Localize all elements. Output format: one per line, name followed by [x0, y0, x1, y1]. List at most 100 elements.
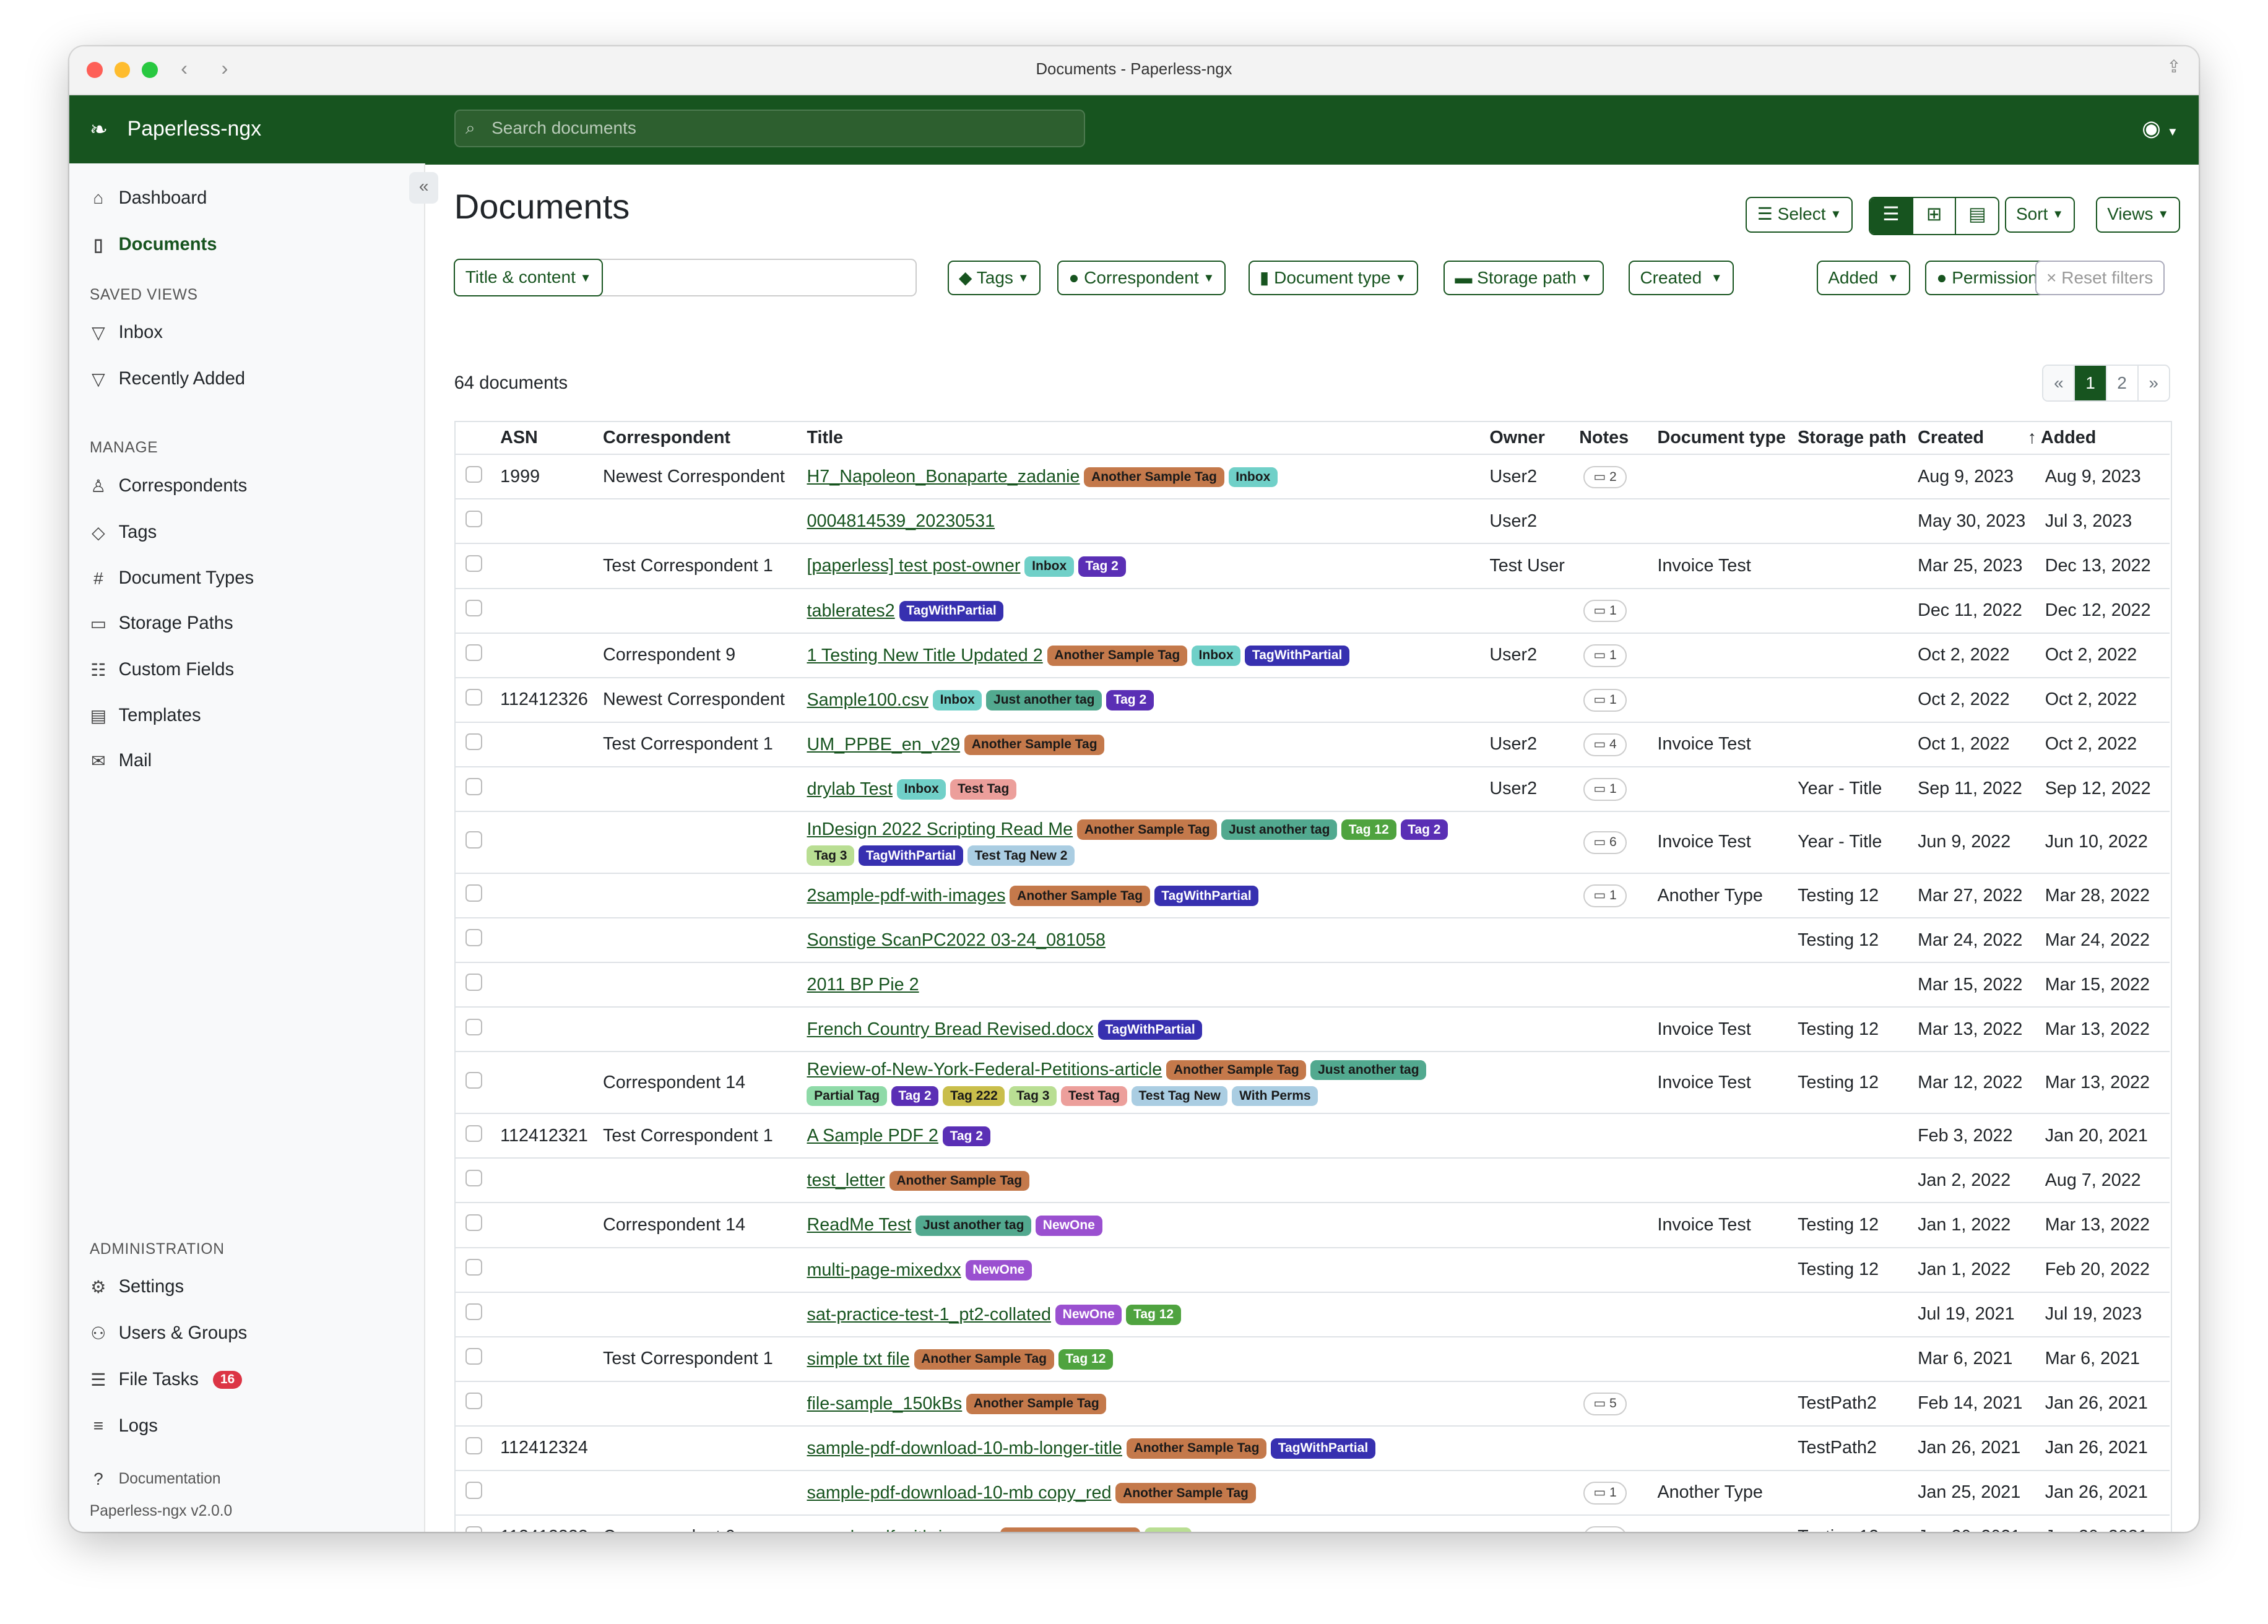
storage-path-cell[interactable]	[1793, 454, 1914, 499]
tag-badge[interactable]: Partial Tag	[807, 1086, 887, 1107]
sidebar-item-storage-paths[interactable]: ▭ Storage Paths	[90, 613, 233, 634]
correspondent-cell[interactable]: Test Correspondent 1	[599, 1336, 803, 1381]
tag-badge[interactable]: Just another tag	[986, 690, 1102, 710]
tag-badge[interactable]: Inbox	[932, 690, 982, 710]
correspondent-cell[interactable]	[599, 1006, 803, 1052]
correspondent-cell[interactable]	[599, 810, 803, 873]
row-checkbox[interactable]	[465, 1125, 483, 1142]
document-title-link[interactable]: sample-pdf-download-10-mb copy_red	[807, 1482, 1112, 1503]
large-cards-icon[interactable]: ▤	[1955, 197, 1998, 235]
notes-badge[interactable]: ▭ 4	[1583, 733, 1627, 756]
document-type-cell[interactable]	[1653, 766, 1794, 811]
storage-path-cell[interactable]: Testing 12	[1793, 1246, 1914, 1292]
sidebar-item-tags[interactable]: ◇ Tags	[90, 522, 157, 543]
tag-badge[interactable]: Inbox	[1191, 645, 1241, 666]
minimize-window-button[interactable]	[114, 62, 131, 79]
table-row[interactable]: 112412326 Newest Correspondent Sample100.c…	[455, 676, 2170, 722]
storage-path-cell[interactable]	[1793, 1157, 1914, 1203]
document-title-link[interactable]: 2011 BP Pie 2	[807, 975, 919, 995]
document-title-link[interactable]: sample-pdf-with-images	[807, 1527, 995, 1532]
document-title-link[interactable]: Sonstige ScanPC2022 03-24_081058	[807, 930, 1106, 951]
tag-badge[interactable]: Tag 12	[1341, 819, 1396, 840]
document-title-link[interactable]: tablerates2	[807, 600, 895, 621]
storage-path-cell[interactable]: Year - Title	[1793, 766, 1914, 811]
views-dropdown[interactable]: Views ▼	[2095, 196, 2181, 233]
select-dropdown[interactable]: ☰ Select ▼	[1746, 196, 1853, 233]
correspondent-cell[interactable]	[599, 962, 803, 1008]
tag-badge[interactable]: Tag 3	[1144, 1527, 1192, 1532]
document-type-cell[interactable]	[1653, 917, 1794, 963]
storage-path-cell[interactable]	[1793, 721, 1914, 767]
document-title-link[interactable]: French Country Bread Revised.docx	[807, 1019, 1094, 1040]
close-window-button[interactable]	[87, 62, 103, 79]
sidebar-item-custom-fields[interactable]: ☷ Custom Fields	[90, 660, 234, 680]
correspondent-cell[interactable]	[599, 917, 803, 963]
document-title-link[interactable]: InDesign 2022 Scripting Read Me	[807, 819, 1073, 839]
table-row[interactable]: Test Correspondent 1 UM_PPBE_en_v29 Anothe…	[455, 721, 2170, 767]
document-title-link[interactable]: [paperless] test post-owner	[807, 556, 1021, 576]
document-type-cell[interactable]	[1653, 676, 1794, 722]
notes-badge[interactable]: ▭ 4	[1583, 1526, 1627, 1532]
correspondent-cell[interactable]: Test Correspondent 1	[599, 543, 803, 589]
correspondent-cell[interactable]: Correspondent 14	[599, 1202, 803, 1248]
zoom-window-button[interactable]	[141, 62, 158, 79]
storage-path-cell[interactable]	[1793, 1113, 1914, 1159]
row-checkbox[interactable]	[465, 465, 483, 483]
table-row[interactable]: 0004814539_20230531 User2 May 30, 2023 Jul …	[455, 498, 2170, 544]
pagination-next[interactable]: »	[2137, 365, 2169, 400]
table-row[interactable]: Test Correspondent 1 simple txt file Anoth…	[455, 1336, 2170, 1381]
storage-path-cell[interactable]: Testing 12	[1793, 1051, 1914, 1114]
row-checkbox[interactable]	[465, 974, 483, 991]
app-name[interactable]: Paperless-ngx	[127, 116, 262, 140]
correspondent-cell[interactable]: Test Correspondent 1	[599, 1113, 803, 1159]
table-row[interactable]: sample-pdf-download-10-mb copy_red Anothe…	[455, 1469, 2170, 1515]
sidebar-item-recently-added[interactable]: ▽ Recently Added	[90, 369, 245, 389]
tag-badge[interactable]: Another Sample Tag	[889, 1170, 1029, 1191]
correspondent-cell[interactable]: Newest Correspondent	[599, 676, 803, 722]
document-type-cell[interactable]	[1653, 1425, 1794, 1471]
tag-badge[interactable]: TagWithPartial	[1154, 886, 1259, 907]
row-checkbox[interactable]	[465, 884, 483, 902]
storage-path-cell[interactable]: Testing 12	[1793, 1514, 1914, 1532]
storage-path-cell[interactable]	[1793, 1469, 1914, 1515]
row-checkbox[interactable]	[465, 1348, 483, 1365]
document-title-link[interactable]: Review-of-New-York-Federal-Petitions-art…	[807, 1060, 1162, 1080]
document-type-cell[interactable]	[1653, 1380, 1794, 1426]
tag-badge[interactable]: Tag 2	[942, 1126, 990, 1147]
pagination-page-2[interactable]: 2	[2105, 365, 2137, 400]
storage-path-filter[interactable]: ▬ Storage path ▼	[1443, 260, 1604, 295]
correspondent-cell[interactable]	[599, 1246, 803, 1292]
title-content-dropdown[interactable]: Title & content ▼	[454, 258, 603, 296]
tag-badge[interactable]: Tag 2	[1400, 819, 1448, 840]
tag-badge[interactable]: Just another tag	[1221, 819, 1338, 840]
storage-path-cell[interactable]	[1793, 1336, 1914, 1381]
tag-badge[interactable]: Test Tag	[950, 779, 1016, 800]
tag-badge[interactable]: NewOne	[965, 1259, 1032, 1281]
document-type-cell[interactable]: Invoice Test	[1653, 721, 1794, 767]
table-row[interactable]: 2sample-pdf-with-images Another Sample Ta…	[455, 872, 2170, 918]
document-type-cell[interactable]	[1653, 454, 1794, 499]
tag-badge[interactable]: Another Sample Tag	[1077, 819, 1218, 840]
sidebar-item-documents[interactable]: ▯ Documents	[90, 235, 217, 255]
sidebar-item-document-types[interactable]: # Document Types	[90, 568, 254, 589]
table-row[interactable]: French Country Bread Revised.docx TagWith…	[455, 1006, 2170, 1052]
table-row[interactable]: multi-page-mixedxx NewOne Testing 12 Jan 1,…	[455, 1246, 2170, 1292]
storage-path-cell[interactable]: TestPath2	[1793, 1380, 1914, 1426]
row-checkbox[interactable]	[465, 1437, 483, 1454]
tag-badge[interactable]: Test Tag New	[1131, 1086, 1228, 1107]
search-input[interactable]: ⌕ Search documents	[454, 110, 1085, 147]
tag-badge[interactable]: Tag 12	[1126, 1304, 1181, 1325]
column-header-correspondent[interactable]: Correspondent	[603, 428, 730, 448]
document-title-link[interactable]: 0004814539_20230531	[807, 511, 995, 532]
tag-badge[interactable]: Just another tag	[915, 1215, 1032, 1236]
created-filter[interactable]: Created ▼	[1629, 260, 1734, 295]
sidebar-item-inbox[interactable]: ▽ Inbox	[90, 322, 163, 343]
document-type-cell[interactable]: Invoice Test	[1653, 1051, 1794, 1114]
notes-badge[interactable]: ▭ 1	[1583, 884, 1627, 907]
table-row[interactable]: tablerates2 TagWithPartial ▭ 1 Dec 11, 2022…	[455, 587, 2170, 633]
tag-badge[interactable]: Tag 222	[943, 1086, 1005, 1107]
reset-filters-button[interactable]: × Reset filters	[2035, 260, 2165, 295]
sidebar-item-correspondents[interactable]: ♙ Correspondents	[90, 476, 247, 496]
document-title-link[interactable]: Sample100.csv	[807, 689, 928, 710]
correspondent-filter[interactable]: ● Correspondent ▼	[1057, 260, 1226, 295]
